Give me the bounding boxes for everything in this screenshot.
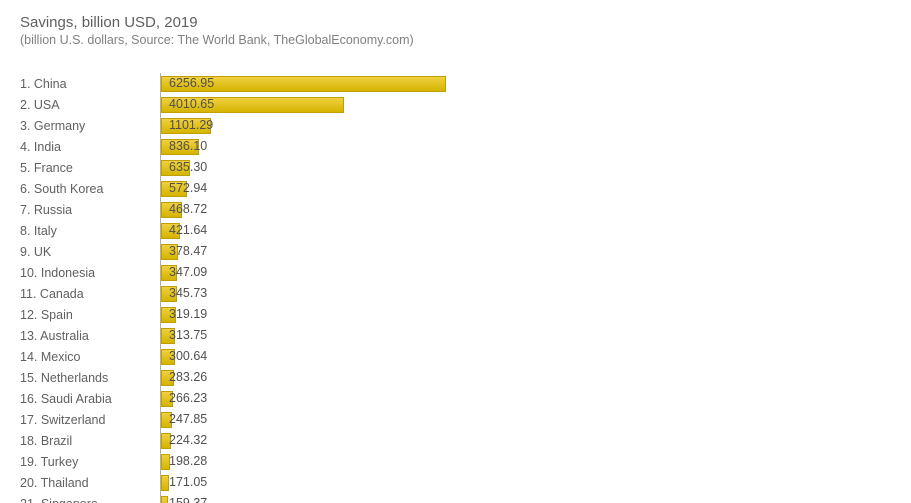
table-row: 21. Singapore 159.37 <box>20 493 891 503</box>
row-label: 10. Indonesia <box>20 266 160 280</box>
bar-value: 171.05 <box>169 472 207 493</box>
bar-value: 6256.95 <box>169 73 214 94</box>
bar-area: 171.05 <box>160 472 891 493</box>
bar-value: 635.30 <box>169 157 207 178</box>
bar-value: 347.09 <box>169 262 207 283</box>
row-label: 16. Saudi Arabia <box>20 392 160 406</box>
row-label: 13. Australia <box>20 329 160 343</box>
table-row: 8. Italy 421.64 <box>20 220 891 241</box>
bar-value: 159.37 <box>169 493 207 503</box>
bar-value: 247.85 <box>169 409 207 430</box>
table-row: 3. Germany 1101.29 <box>20 115 891 136</box>
chart-container: Savings, billion USD, 2019 (billion U.S.… <box>0 0 911 503</box>
bar-value: 468.72 <box>169 199 207 220</box>
table-row: 19. Turkey 198.28 <box>20 451 891 472</box>
bar-area: 224.32 <box>160 430 891 451</box>
table-row: 15. Netherlands 283.26 <box>20 367 891 388</box>
bar-area: 319.19 <box>160 304 891 325</box>
row-label: 15. Netherlands <box>20 371 160 385</box>
bar-area: 345.73 <box>160 283 891 304</box>
bar-area: 1101.29 <box>160 115 891 136</box>
bar-area: 635.30 <box>160 157 891 178</box>
table-row: 13. Australia 313.75 <box>20 325 891 346</box>
bar-value: 572.94 <box>169 178 207 199</box>
bar-area: 313.75 <box>160 325 891 346</box>
bar-value: 378.47 <box>169 241 207 262</box>
row-label: 20. Thailand <box>20 476 160 490</box>
row-label: 11. Canada <box>20 287 160 301</box>
table-row: 14. Mexico 300.64 <box>20 346 891 367</box>
table-row: 16. Saudi Arabia 266.23 <box>20 388 891 409</box>
bar-area: 266.23 <box>160 388 891 409</box>
row-label: 7. Russia <box>20 203 160 217</box>
row-label: 8. Italy <box>20 224 160 238</box>
row-label: 4. India <box>20 140 160 154</box>
chart-title: Savings, billion USD, 2019 <box>20 14 891 31</box>
table-row: 4. India 836.10 <box>20 136 891 157</box>
table-row: 9. UK 378.47 <box>20 241 891 262</box>
row-label: 21. Singapore <box>20 497 160 503</box>
bar <box>161 475 169 491</box>
table-row: 2. USA 4010.65 <box>20 94 891 115</box>
table-row: 1. China 6256.95 <box>20 73 891 94</box>
bar-area: 836.10 <box>160 136 891 157</box>
row-label: 19. Turkey <box>20 455 160 469</box>
bar-value: 300.64 <box>169 346 207 367</box>
bar <box>161 496 168 503</box>
bar-value: 1101.29 <box>169 115 213 136</box>
bar-area: 347.09 <box>160 262 891 283</box>
bar-value: 283.26 <box>169 367 207 388</box>
row-label: 9. UK <box>20 245 160 259</box>
table-row: 10. Indonesia 347.09 <box>20 262 891 283</box>
bar-area: 6256.95 <box>160 73 891 94</box>
table-row: 6. South Korea 572.94 <box>20 178 891 199</box>
table-row: 7. Russia 468.72 <box>20 199 891 220</box>
table-row: 20. Thailand 171.05 <box>20 472 891 493</box>
bar-area: 283.26 <box>160 367 891 388</box>
chart-subtitle: (billion U.S. dollars, Source: The World… <box>20 33 891 47</box>
bar-value: 421.64 <box>169 220 207 241</box>
bar-value: 319.19 <box>169 304 207 325</box>
bar-value: 313.75 <box>169 325 207 346</box>
bar-value: 345.73 <box>169 283 207 304</box>
bar-value: 836.10 <box>169 136 207 157</box>
row-label: 2. USA <box>20 98 160 112</box>
bar-value: 266.23 <box>169 388 207 409</box>
bar-area: 300.64 <box>160 346 891 367</box>
bar-area: 378.47 <box>160 241 891 262</box>
bar-value: 4010.65 <box>169 94 214 115</box>
table-row: 11. Canada 345.73 <box>20 283 891 304</box>
row-label: 17. Switzerland <box>20 413 160 427</box>
bar-value: 224.32 <box>169 430 207 451</box>
row-label: 6. South Korea <box>20 182 160 196</box>
table-row: 17. Switzerland 247.85 <box>20 409 891 430</box>
bar-area: 159.37 <box>160 493 891 503</box>
row-label: 3. Germany <box>20 119 160 133</box>
row-label: 18. Brazil <box>20 434 160 448</box>
bar-area: 572.94 <box>160 178 891 199</box>
table-row: 5. France 635.30 <box>20 157 891 178</box>
bar-value: 198.28 <box>169 451 207 472</box>
row-label: 1. China <box>20 77 160 91</box>
bar-area: 198.28 <box>160 451 891 472</box>
bar-area: 4010.65 <box>160 94 891 115</box>
bar-chart: 1. China 6256.95 2. USA 4010.65 3. Germany 11… <box>20 73 891 503</box>
bar-area: 421.64 <box>160 220 891 241</box>
table-row: 18. Brazil 224.32 <box>20 430 891 451</box>
table-row: 12. Spain 319.19 <box>20 304 891 325</box>
row-label: 14. Mexico <box>20 350 160 364</box>
bar-area: 468.72 <box>160 199 891 220</box>
row-label: 5. France <box>20 161 160 175</box>
bar-area: 247.85 <box>160 409 891 430</box>
row-label: 12. Spain <box>20 308 160 322</box>
